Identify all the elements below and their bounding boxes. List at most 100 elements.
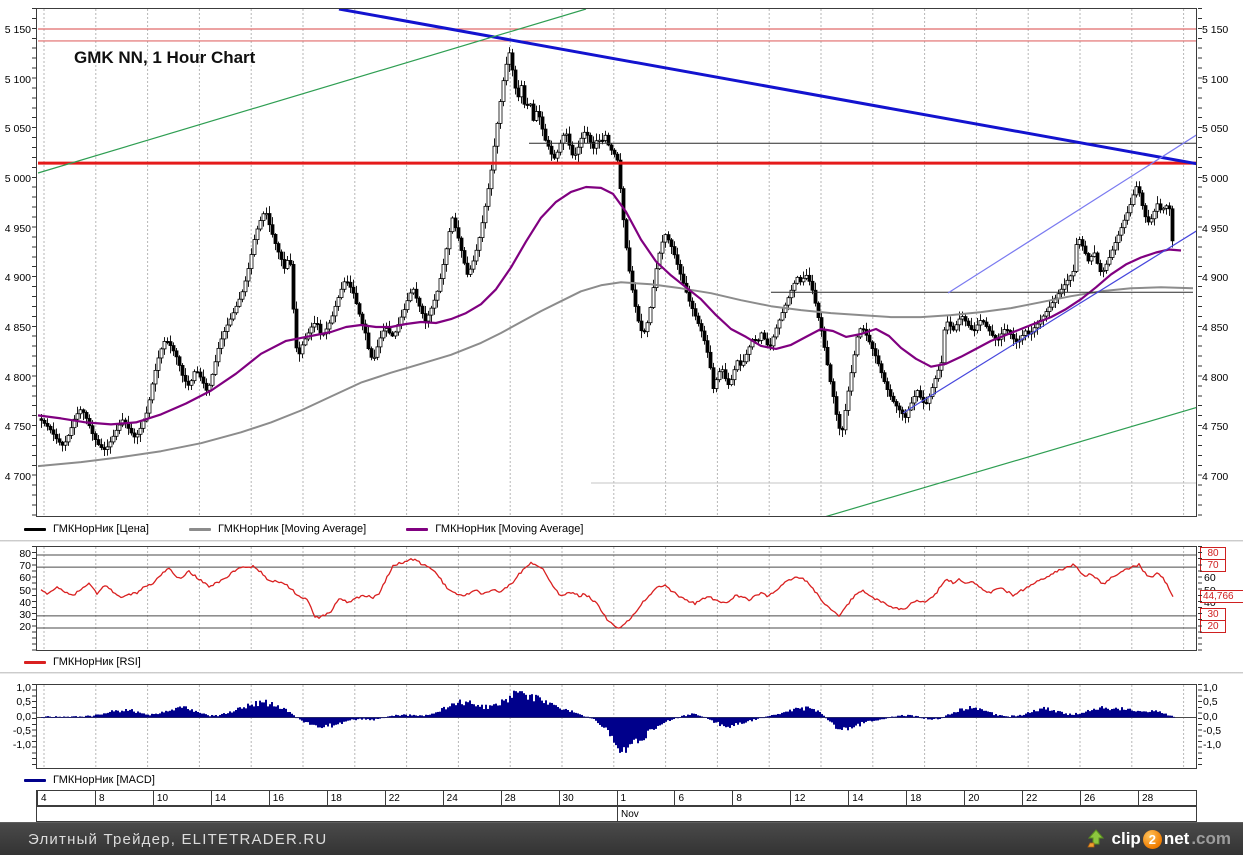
date-axis-cell: 6 [674,791,732,805]
y-axis-label: 4 950 [4,222,31,235]
rsi-level-badge: 80 [1200,547,1226,560]
y-axis-label: -0,5 [12,724,31,737]
legend-item: ГМКНорНик [Moving Average] [406,523,583,535]
panel-separator [0,672,1243,674]
date-axis-cell: 24 [442,791,501,805]
date-axis-cell: 28 [500,791,559,805]
date-axis-cell: 26 [1080,791,1138,805]
rsi-current-value: 44,766 [1200,589,1243,603]
date-axis-cell: 12 [790,791,848,805]
date-axis-cell: 10 [152,791,211,805]
legend-line-swatch-icon [24,527,46,531]
footer-credit-text: Элитный Трейдер, ELITETRADER.RU [28,830,328,848]
y-axis-label: 20 [19,621,31,633]
date-axis-row[interactable]: 4 8 10 14 16 18 22 24 28 30 1 6 8 12 14 18 20 22 26 28 [36,790,1197,806]
trendline[interactable] [338,9,1196,166]
date-axis-cell: 16 [268,791,327,805]
brand-two-badge: 2 [1142,829,1162,849]
rsi-level-badge: 30 [1200,607,1226,621]
upload-arrow-icon [1086,829,1106,849]
rsi-level-badge: 70 [1200,559,1226,573]
macd-histogram [41,690,1175,753]
legend-item: ГМКНорНик [RSI] [24,656,141,668]
y-axis-label: 4 950 [1202,222,1229,235]
trendline[interactable] [37,9,587,174]
y-axis-label: 4 850 [4,322,31,334]
y-axis-label: 5 150 [4,24,31,36]
rsi-line [40,558,1174,629]
brand-net-text: net [1163,829,1190,848]
axis-tick-marks [1198,684,1202,769]
y-axis-label: 80 [19,548,31,560]
rsi-panel-plot[interactable] [36,546,1197,651]
y-axis-label: 0,0 [1203,710,1218,723]
rsi-legend: ГМКНорНик [RSI] [24,653,181,671]
date-axis-cell: 8 [732,791,790,805]
moving-average-line-1 [37,281,1194,468]
y-axis-label: 50 [19,584,31,597]
y-axis-label: 5 150 [1202,24,1229,36]
legend-line-swatch-icon [406,527,429,531]
trendline[interactable] [821,406,1196,516]
brand-dotcom-text: .com [1191,829,1231,848]
legend-label: ГМКНорНик [Moving Average] [435,523,584,535]
trendline[interactable] [902,230,1196,414]
y-axis-label: 4 750 [1202,421,1229,434]
y-axis-label: 60 [19,572,31,585]
axis-tick-marks [1198,546,1202,651]
axis-tick-marks [32,546,36,651]
y-axis-label: 4 800 [1202,371,1229,384]
date-axis-cell: 30 [558,791,617,805]
legend-label: ГМКНорНик [RSI] [53,656,141,668]
y-axis-label: 4 900 [4,272,31,285]
y-axis-label: 1,0 [16,682,31,694]
y-axis-label: 4 850 [1202,322,1229,334]
y-axis-label: 0,0 [16,710,31,723]
panel-separator [0,540,1243,542]
y-axis-label: -1,0 [1203,739,1222,751]
y-axis-label: 4 700 [1202,471,1229,483]
legend-label: ГМКНорНик [Цена] [53,523,149,535]
y-axis-label: 1,0 [1203,682,1218,694]
y-axis-label: -0,5 [1203,724,1222,737]
price-chart-plot[interactable] [36,8,1197,517]
chart-title: GMK NN, 1 Hour Chart [74,48,256,67]
date-axis-cell: 14 [210,791,269,805]
month-axis-row: Nov [36,806,1197,822]
legend-line-swatch-icon [24,660,46,664]
legend-line-swatch-icon [188,527,211,531]
legend-label: ГМКНорНик [MACD] [53,774,155,786]
y-axis-label: -1,0 [12,739,31,751]
date-axis-cell: 14 [848,791,906,805]
y-axis-label: 5 050 [4,123,31,136]
macd-panel-plot[interactable] [36,684,1197,769]
brand-clip-text: clip [1111,829,1141,848]
y-axis-label: 5 100 [4,73,31,86]
date-axis-cell: 18 [906,791,964,805]
legend-label: ГМКНорНик [Moving Average] [217,523,367,535]
y-axis-label: 40 [19,596,31,609]
rsi-level-badge: 20 [1200,620,1226,633]
y-axis-label: 4 800 [4,371,31,384]
axis-tick-marks [32,684,36,769]
macd-legend: ГМКНорНик [MACD] [24,771,195,789]
candles-series [39,47,1175,457]
y-axis-label: 30 [19,608,31,621]
y-axis-label: 4 700 [4,471,31,483]
axis-tick-marks [32,8,36,517]
clip2net-logo[interactable]: clip 2 net .com [1086,829,1231,849]
date-axis-cell: 22 [1022,791,1080,805]
price-legend: ГМКНорНик [Цена] ГМКНорНик [Moving Averag… [24,520,623,538]
y-axis-label: 5 100 [1202,73,1229,86]
y-axis-label: 60 [1204,572,1216,585]
date-axis-cell: 4 [37,791,95,805]
date-axis-cell: 8 [94,791,153,805]
date-axis-cell: 18 [326,791,385,805]
footer-bar: Элитный Трейдер, ELITETRADER.RU clip 2 n… [0,822,1243,855]
date-axis-cell: 1 [616,791,675,805]
moving-average-line-2 [37,185,1182,426]
trendline[interactable] [947,134,1196,294]
legend-item: ГМКНорНик [MACD] [24,774,155,786]
legend-item: ГМКНорНик [Цена] [24,523,149,535]
